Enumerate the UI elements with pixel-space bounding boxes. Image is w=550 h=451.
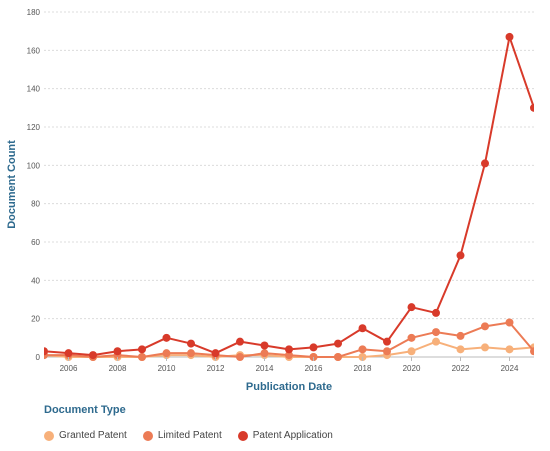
data-point[interactable] <box>260 349 269 358</box>
data-point[interactable] <box>138 345 146 354</box>
y-tick-label: 40 <box>31 276 40 285</box>
data-point[interactable] <box>456 251 465 260</box>
x-tick-label: 2020 <box>403 364 421 373</box>
data-point[interactable] <box>187 339 195 348</box>
data-point[interactable] <box>334 339 342 348</box>
x-tick-label: 2014 <box>256 364 274 373</box>
data-point[interactable] <box>40 347 48 356</box>
data-point[interactable] <box>211 349 220 358</box>
series-patent-application <box>40 32 538 360</box>
data-point[interactable] <box>187 349 195 358</box>
data-point[interactable] <box>456 331 465 340</box>
x-axis-title: Publication Date <box>246 381 332 393</box>
data-point[interactable] <box>530 103 538 112</box>
data-point[interactable] <box>505 345 514 354</box>
data-point[interactable] <box>285 351 293 360</box>
data-point[interactable] <box>162 349 171 358</box>
data-point[interactable] <box>113 347 122 356</box>
legend-items: Granted Patent Limited Patent Patent Appli… <box>44 430 524 441</box>
y-tick-label: 80 <box>31 200 40 209</box>
x-tick-label: 2012 <box>207 364 225 373</box>
y-tick-label: 180 <box>27 8 41 17</box>
x-tick-label: 2018 <box>354 364 372 373</box>
series-limited-patent <box>44 318 538 361</box>
data-point[interactable] <box>64 349 73 358</box>
data-point[interactable] <box>334 353 342 361</box>
x-tick-label: 2008 <box>109 364 127 373</box>
data-point[interactable] <box>260 341 269 350</box>
data-point[interactable] <box>505 318 514 327</box>
legend-swatch-icon <box>237 430 248 441</box>
data-point[interactable] <box>407 333 416 342</box>
data-point[interactable] <box>309 343 318 352</box>
legend-item[interactable]: Granted Patent <box>44 430 127 441</box>
y-tick-label: 20 <box>31 315 40 324</box>
legend-swatch-icon <box>142 430 153 441</box>
data-point[interactable] <box>505 32 514 41</box>
legend-swatch-icon <box>44 430 54 441</box>
legend-label: Granted Patent <box>59 430 127 441</box>
x-tick-label: 2022 <box>452 364 470 373</box>
y-tick-label: 160 <box>27 46 41 55</box>
data-point[interactable] <box>432 328 440 337</box>
x-tick-label: 2006 <box>60 364 78 373</box>
y-tick-label: 60 <box>31 238 40 247</box>
grid <box>44 11 534 320</box>
data-point[interactable] <box>481 159 489 168</box>
y-tick-label: 140 <box>27 85 41 94</box>
data-point[interactable] <box>89 351 97 360</box>
x-tick-label: 2024 <box>501 364 519 373</box>
data-point[interactable] <box>481 343 489 352</box>
data-point[interactable] <box>138 353 146 361</box>
data-point[interactable] <box>407 347 416 356</box>
legend-title: Document Type <box>44 404 126 416</box>
data-point[interactable] <box>456 345 465 354</box>
x-tick-label: 2010 <box>158 364 176 373</box>
data-point[interactable] <box>162 333 171 342</box>
legend-label: Limited Patent <box>157 430 222 441</box>
data-point[interactable] <box>432 308 440 317</box>
tick-labels: 0 20 40 60 80 100 120 140 160 180 2006 2008 2010 2012… <box>27 8 519 373</box>
data-point[interactable] <box>407 303 416 312</box>
y-tick-label: 100 <box>27 161 41 170</box>
y-tick-label: 0 <box>36 353 41 362</box>
data-point[interactable] <box>285 345 293 354</box>
legend-item[interactable]: Patent Application <box>237 430 333 441</box>
data-point[interactable] <box>530 347 538 356</box>
data-point[interactable] <box>358 345 367 354</box>
legend: Document Type Granted Patent Limited Pate… <box>44 404 524 441</box>
legend-label: Patent Application <box>252 430 333 441</box>
data-point[interactable] <box>383 347 391 356</box>
data-point[interactable] <box>481 322 489 331</box>
data-point[interactable] <box>236 337 244 346</box>
y-tick-label: 120 <box>27 123 41 132</box>
series-line <box>44 35 534 357</box>
data-point[interactable] <box>383 337 391 346</box>
series-layer <box>40 32 538 361</box>
y-axis-title: Document Count <box>6 140 18 229</box>
data-point[interactable] <box>358 324 367 333</box>
data-point[interactable] <box>432 337 440 346</box>
legend-item[interactable]: Limited Patent <box>142 430 222 441</box>
data-point[interactable] <box>236 353 244 361</box>
x-tick-label: 2016 <box>305 364 323 373</box>
